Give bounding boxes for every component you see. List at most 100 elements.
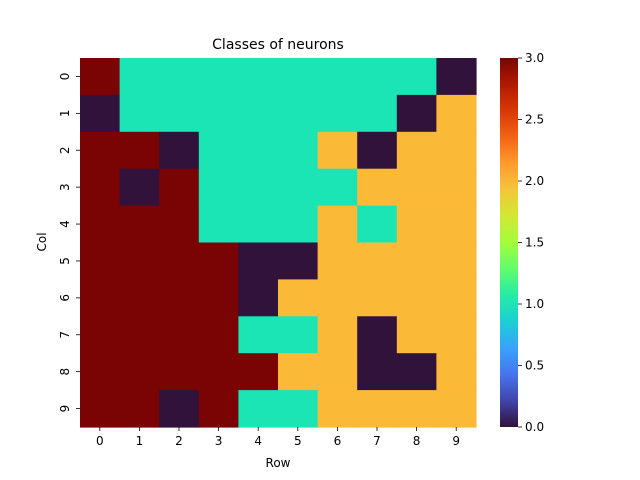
- x-tick-label: 7: [373, 434, 381, 448]
- heatmap-cell: [357, 316, 398, 354]
- heatmap-cell: [198, 58, 239, 96]
- heatmap-cell: [238, 353, 279, 391]
- heatmap-cell: [396, 353, 437, 391]
- x-tick-label: 5: [294, 434, 302, 448]
- heatmap-cell: [198, 316, 239, 354]
- heatmap-cell: [198, 353, 239, 391]
- heatmap-cell: [198, 205, 239, 244]
- colorbar-tick-label: 0.5: [525, 359, 544, 373]
- heatmap-cell: [278, 58, 319, 96]
- heatmap-cell: [238, 316, 279, 354]
- colorbar: [500, 58, 518, 427]
- heatmap-cell: [278, 242, 319, 280]
- y-axis-ticks: 0 1 2 3 4 5 6 7 8 9: [58, 73, 80, 413]
- heatmap-cell: [317, 279, 358, 317]
- heatmap-cell: [436, 242, 477, 280]
- heatmap-cell: [436, 58, 477, 96]
- heatmap-cell: [238, 242, 279, 280]
- heatmap-cell: [436, 353, 477, 391]
- heatmap-cell: [80, 168, 121, 207]
- heatmap-cell: [119, 205, 160, 244]
- heatmap-cell: [80, 353, 121, 391]
- y-tick-label: 7: [58, 331, 72, 339]
- heatmap-cell: [119, 168, 160, 207]
- heatmap-cell: [80, 279, 121, 317]
- y-tick-label: 2: [58, 146, 72, 154]
- heatmap-cell: [278, 390, 319, 428]
- heatmap-cell: [119, 353, 160, 391]
- y-tick-label: 5: [58, 257, 72, 265]
- heatmap-cell: [317, 131, 358, 170]
- heatmap-cell: [238, 390, 279, 428]
- heatmap-cell: [278, 279, 319, 317]
- x-axis-ticks: 0 1 2 3 4 5 6 7 8 9: [96, 427, 460, 448]
- heatmap-cell: [119, 94, 160, 133]
- heatmap-cell: [396, 242, 437, 280]
- heatmap-cell: [317, 205, 358, 244]
- y-tick-label: 1: [58, 110, 72, 118]
- heatmap-cell: [436, 279, 477, 317]
- heatmap-cell: [159, 58, 200, 96]
- y-tick-label: 4: [58, 220, 72, 228]
- heatmap-cell: [357, 242, 398, 280]
- heatmap-cell: [159, 316, 200, 354]
- x-axis-label: Row: [266, 456, 291, 470]
- chart-title: Classes of neurons: [212, 37, 344, 53]
- y-tick-label: 0: [58, 73, 72, 81]
- heatmap-cell: [357, 168, 398, 207]
- heatmap-cell: [396, 168, 437, 207]
- heatmap-cell: [278, 94, 319, 133]
- heatmap-cell: [80, 94, 121, 133]
- heatmap-cell: [159, 390, 200, 428]
- heatmap-cell: [159, 353, 200, 391]
- heatmap-cell: [317, 168, 358, 207]
- heatmap-cell: [396, 94, 437, 133]
- x-tick-label: 4: [254, 434, 262, 448]
- heatmap-cell: [80, 205, 121, 244]
- heatmap-cell: [436, 390, 477, 428]
- heatmap-cell: [396, 316, 437, 354]
- heatmap-cell: [159, 279, 200, 317]
- heatmap-cell: [119, 58, 160, 96]
- x-tick-label: 2: [175, 434, 183, 448]
- heatmap-cells: [80, 58, 477, 428]
- heatmap-cell: [317, 58, 358, 96]
- heatmap-cell: [278, 316, 319, 354]
- colorbar-tick-label: 1.0: [525, 297, 544, 311]
- heatmap-cell: [396, 131, 437, 170]
- heatmap-cell: [357, 390, 398, 428]
- heatmap-cell: [396, 58, 437, 96]
- heatmap-cell: [80, 316, 121, 354]
- heatmap-cell: [80, 242, 121, 280]
- colorbar-tick-label: 1.5: [525, 236, 544, 250]
- heatmap-cell: [159, 205, 200, 244]
- colorbar-ticks: 0.0 0.5 1.0 1.5 2.0 2.5 3.0: [518, 51, 544, 434]
- heatmap-cell: [317, 242, 358, 280]
- heatmap-cell: [317, 390, 358, 428]
- x-tick-label: 8: [413, 434, 421, 448]
- heatmap-cell: [238, 205, 279, 244]
- heatmap-cell: [317, 353, 358, 391]
- heatmap-cell: [119, 390, 160, 428]
- heatmap-cell: [198, 131, 239, 170]
- x-tick-label: 9: [452, 434, 460, 448]
- heatmap-cell: [80, 390, 121, 428]
- y-tick-label: 6: [58, 294, 72, 302]
- heatmap-cell: [198, 94, 239, 133]
- heatmap-cell: [238, 168, 279, 207]
- y-axis-label: Col: [35, 232, 49, 251]
- heatmap-cell: [278, 168, 319, 207]
- heatmap-cell: [198, 168, 239, 207]
- heatmap-cell: [317, 94, 358, 133]
- heatmap-cell: [238, 279, 279, 317]
- y-tick-label: 9: [58, 405, 72, 413]
- x-tick-label: 3: [215, 434, 223, 448]
- heatmap-cell: [238, 58, 279, 96]
- heatmap-cell: [198, 390, 239, 428]
- heatmap-cell: [159, 242, 200, 280]
- heatmap-cell: [119, 279, 160, 317]
- heatmap-cell: [436, 131, 477, 170]
- heatmap-cell: [80, 58, 121, 96]
- heatmap-cell: [119, 242, 160, 280]
- heatmap-cell: [357, 205, 398, 244]
